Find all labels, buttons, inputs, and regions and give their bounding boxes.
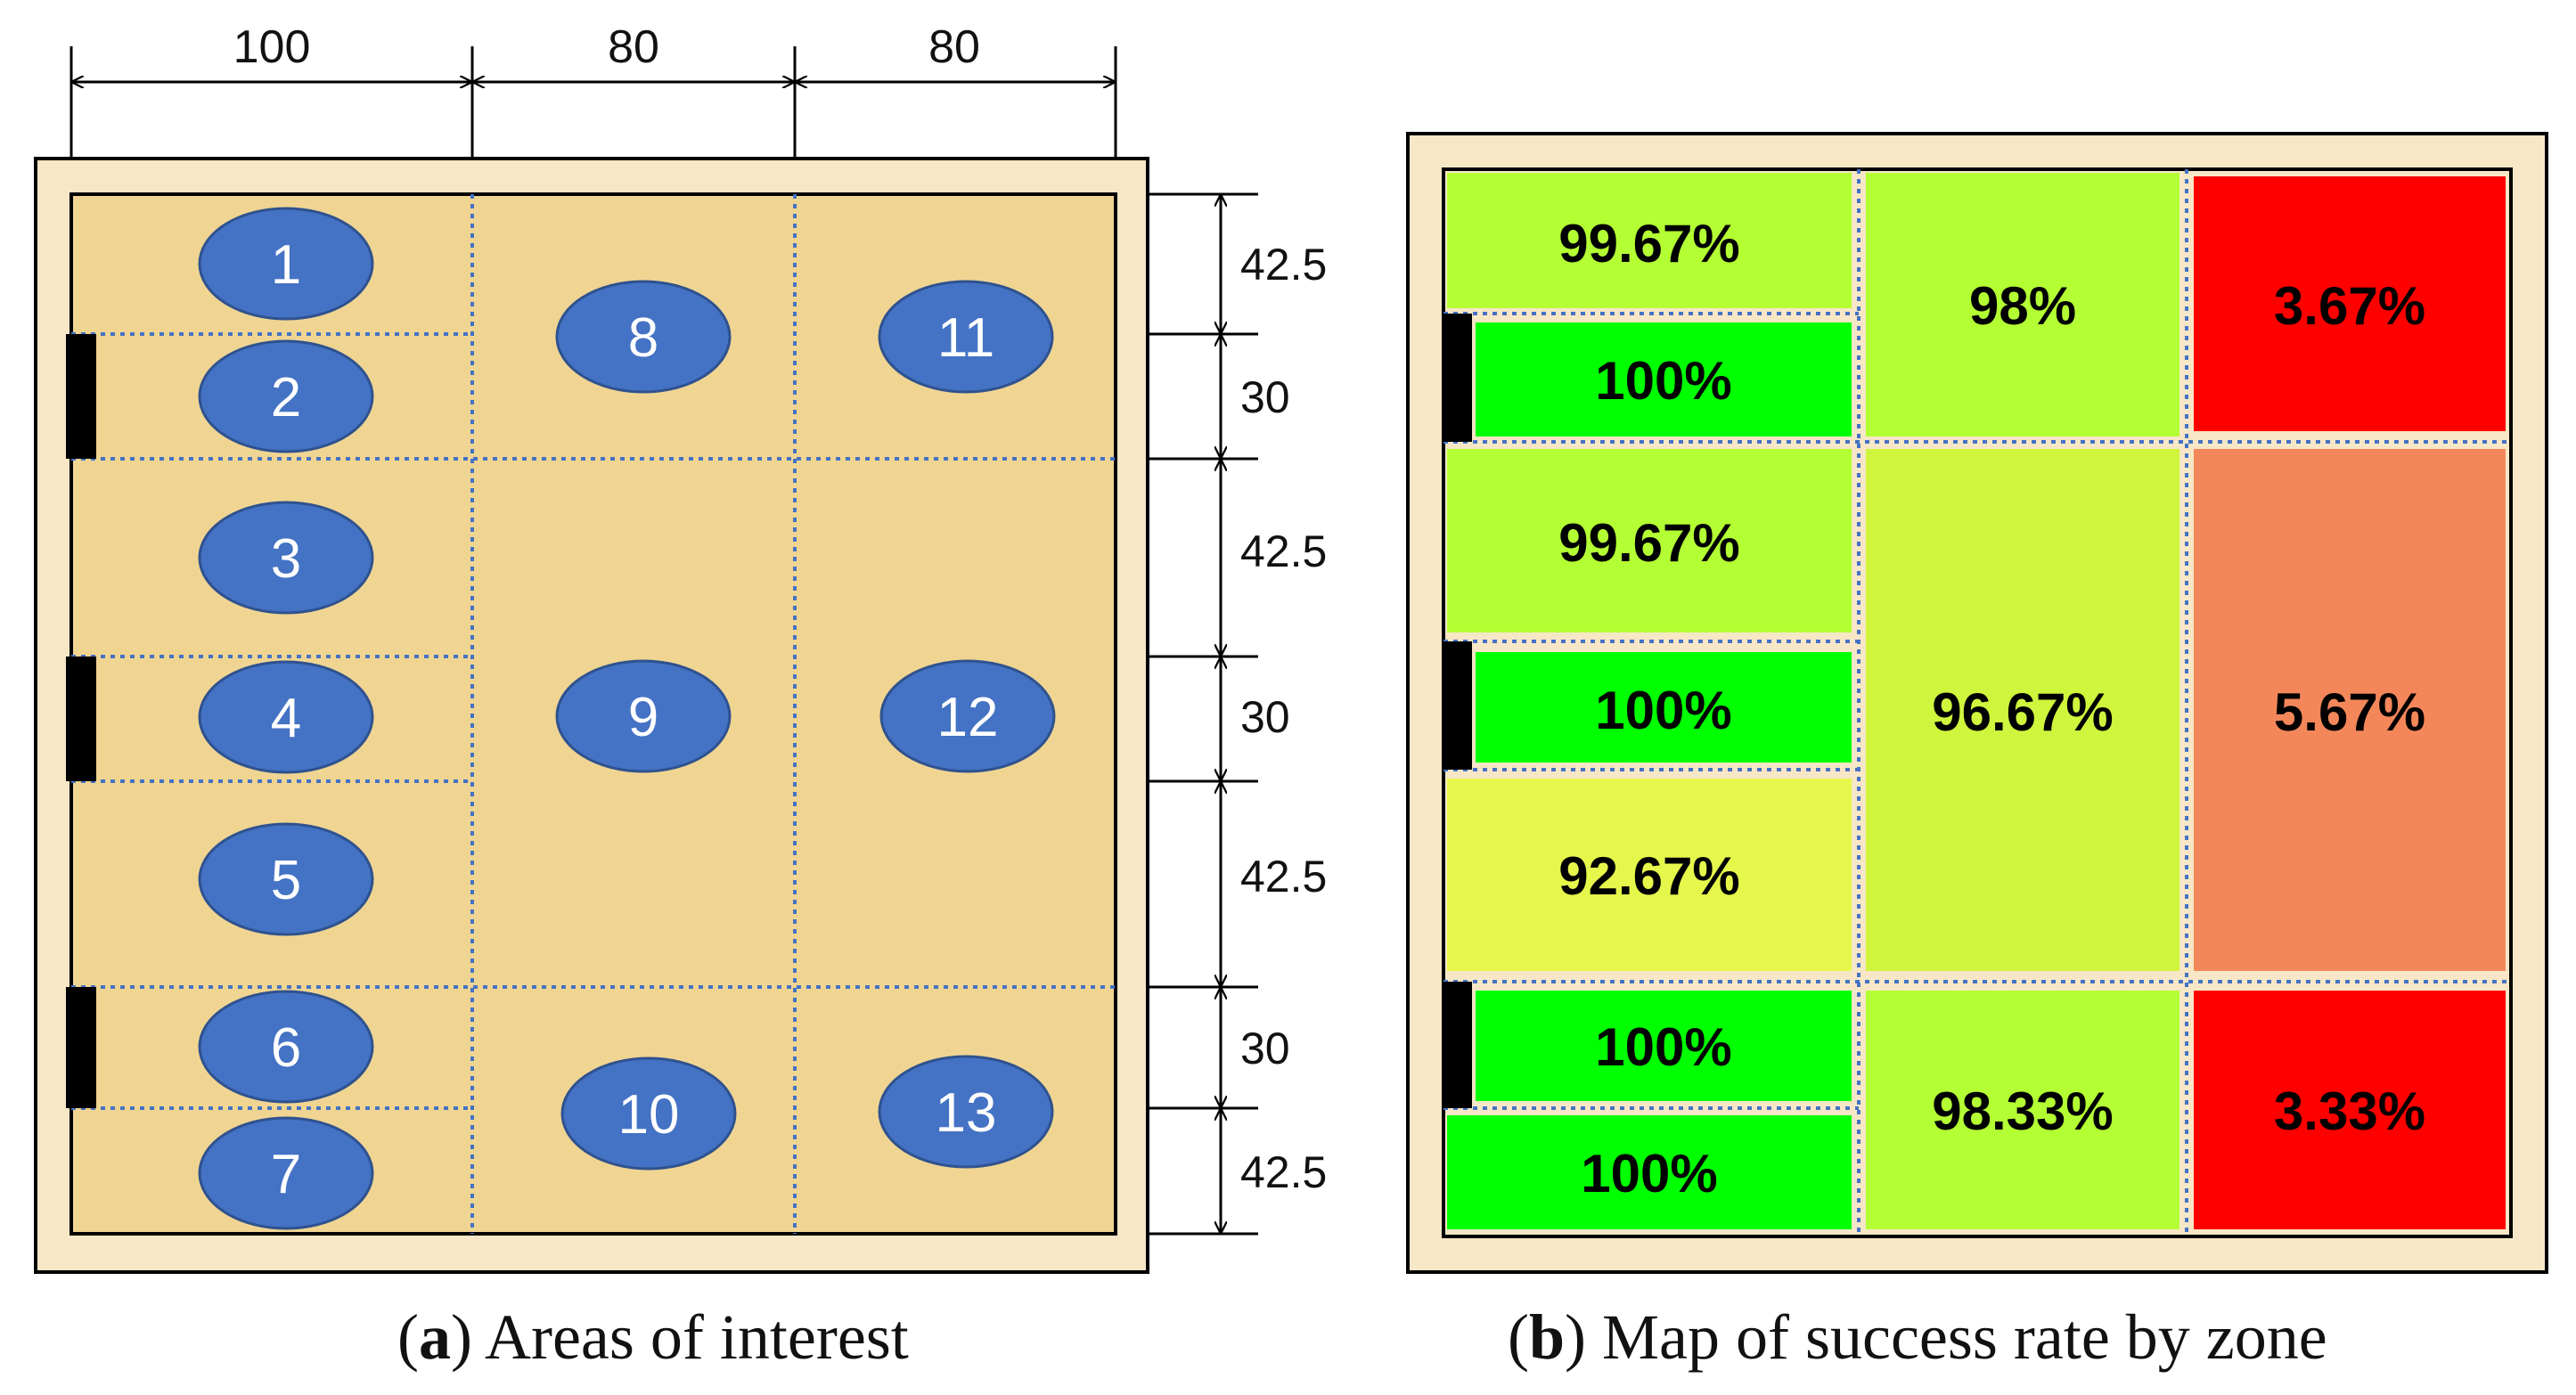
zone-cell	[1866, 991, 2179, 1229]
area-label: 8	[628, 307, 658, 369]
panel-a: 100 80 80	[34, 21, 1327, 1274]
zone-rate-label: 92.67%	[1558, 846, 1740, 906]
area-ellipse	[555, 659, 732, 773]
zone-cell	[1447, 779, 1852, 971]
row-dim-label: 30	[1240, 372, 1290, 422]
caption-b-letter: b	[1528, 1301, 1566, 1373]
area-label: 7	[271, 1144, 301, 1205]
zone-cell	[1866, 449, 2179, 971]
zone-cell	[2194, 991, 2506, 1229]
zone-cell	[1447, 1115, 1852, 1229]
zone-rate-label: 99.67%	[1558, 214, 1740, 273]
area-label: 11	[937, 307, 994, 369]
zone-rate-label: 3.67%	[2274, 276, 2425, 336]
area-ellipse	[198, 339, 374, 453]
door-marker	[66, 334, 96, 459]
area-ellipse	[198, 822, 374, 936]
area-label: 13	[936, 1082, 997, 1144]
area-ellipse	[198, 1116, 374, 1230]
area-label: 3	[271, 528, 301, 590]
row-dim-label: 30	[1240, 1024, 1290, 1073]
area-label: 1	[271, 234, 301, 296]
area-label: 6	[271, 1017, 301, 1079]
zone-rate-label: 100%	[1581, 1144, 1717, 1203]
row-dim-label: 30	[1240, 692, 1290, 742]
zone-cell	[1476, 652, 1852, 763]
zone-cell	[1447, 449, 1852, 632]
door-marker	[1442, 314, 1472, 442]
zone-cell	[1476, 322, 1852, 436]
area-ellipse	[560, 1056, 737, 1171]
area-label: 4	[271, 688, 301, 749]
door-marker	[66, 657, 96, 781]
row-dim-label: 42.5	[1240, 852, 1327, 901]
panel-b: 99.67% 100% 99.67% 100% 92.67% 100% 100%…	[1406, 132, 2548, 1274]
zone-cells	[1447, 173, 2506, 1229]
zone-cell	[1866, 173, 2179, 436]
caption-a: (a) Areas of interest	[397, 1301, 909, 1373]
row-dim-label: 42.5	[1240, 240, 1327, 290]
area-ellipse	[879, 659, 1056, 773]
row-dim-label: 42.5	[1240, 526, 1327, 576]
area-label: 5	[271, 850, 301, 911]
zone-grid	[1443, 169, 2511, 1236]
row-dim-label: 42.5	[1240, 1147, 1327, 1197]
door-marker	[66, 987, 96, 1108]
area-ellipse	[198, 501, 374, 615]
caption-b: (b) Map of success rate by zone	[1508, 1301, 2327, 1373]
area-ellipse	[878, 280, 1054, 394]
area-label: 12	[937, 687, 999, 748]
column-dimensions	[70, 46, 1117, 159]
area-ellipse	[198, 207, 374, 321]
zone-rate-label: 98%	[1969, 276, 2076, 336]
zone-rate-label: 3.33%	[2274, 1081, 2425, 1141]
zone-rate-label: 98.33%	[1932, 1081, 2114, 1141]
caption-a-text: Areas of interest	[485, 1301, 909, 1373]
area-label: 9	[628, 687, 658, 748]
zone-rate-label: 99.67%	[1558, 513, 1740, 573]
area-ellipse	[878, 1055, 1054, 1169]
caption-b-text: Map of success rate by zone	[1602, 1301, 2327, 1373]
col-dim-label: 80	[608, 21, 659, 73]
col-dim-label: 100	[233, 21, 311, 73]
area-ellipse	[198, 660, 374, 774]
area-ellipse	[198, 990, 374, 1104]
zone-rate-label: 5.67%	[2274, 682, 2425, 742]
zone-rate-label: 100%	[1595, 681, 1731, 740]
area-ellipse	[555, 280, 732, 394]
area-label: 10	[618, 1084, 680, 1146]
zone-rate-label: 100%	[1595, 351, 1731, 411]
zone-grid	[71, 194, 1116, 1234]
door-marker	[1442, 641, 1472, 770]
doors	[1442, 314, 1472, 1108]
zone-rate-label: 100%	[1595, 1017, 1731, 1077]
zone-cell	[2194, 449, 2506, 971]
area-markers	[198, 207, 1056, 1230]
caption-a-letter: a	[418, 1301, 451, 1373]
door-marker	[1442, 982, 1472, 1108]
doors	[66, 334, 96, 1108]
zone-cell	[1476, 991, 1852, 1101]
row-dimensions	[1148, 192, 1258, 1236]
area-label: 2	[271, 367, 301, 428]
zone-rate-label: 96.67%	[1932, 682, 2114, 742]
zone-cell	[1447, 173, 1852, 308]
col-dim-label: 80	[928, 21, 980, 73]
zone-cell	[2194, 176, 2506, 431]
